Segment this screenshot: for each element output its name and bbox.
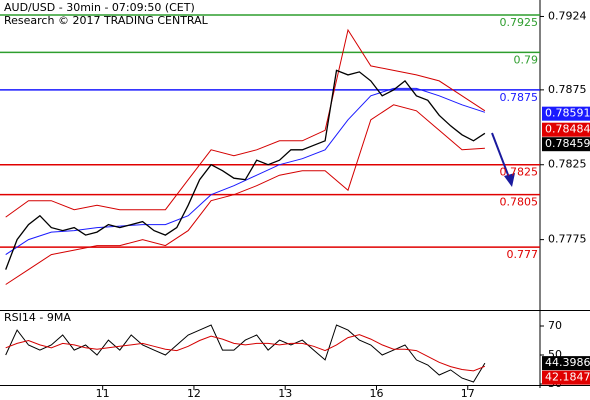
indicator-line	[5, 334, 486, 372]
x-tick-label: 11	[96, 387, 110, 400]
x-tick-label: 12	[187, 387, 201, 400]
price-tag	[542, 137, 590, 152]
price-tag-label: 0.78484	[545, 123, 590, 136]
level-label: 0.7825	[500, 166, 539, 179]
y-tick-label: 0.7825	[548, 158, 587, 171]
overlay-line	[5, 104, 485, 285]
indicator-line	[5, 324, 486, 383]
price-tag	[542, 356, 590, 371]
overlay-line	[5, 28, 486, 218]
plot-area	[0, 14, 540, 383]
y-tick-label: 0.7875	[548, 83, 587, 96]
chart-title: AUD/USD - 30min - 07:09:50 (CET)	[4, 1, 195, 14]
forecast-arrow	[491, 132, 511, 181]
y-tick-label: 0.7775	[548, 233, 587, 246]
price-tag-label: 42.1847	[545, 371, 590, 384]
forecast-arrow-head	[504, 173, 515, 187]
level-label: 0.7875	[500, 91, 539, 104]
price-line	[5, 69, 486, 270]
price-tag	[542, 370, 590, 385]
chart-subtitle: Research © 2017 TRADING CENTRAL	[4, 14, 209, 27]
x-tick-label: 16	[369, 387, 383, 400]
price-tag-label: 44.3986	[545, 356, 590, 369]
price-tag	[542, 106, 590, 121]
x-tick-label: 17	[461, 387, 475, 400]
overlay-line	[5, 87, 486, 256]
level-label: 0.7805	[500, 196, 539, 209]
x-tick-label: 13	[278, 387, 292, 400]
price-tag	[542, 122, 590, 137]
level-label: 0.777	[507, 248, 539, 261]
price-tag-label: 0.78459	[545, 137, 590, 150]
level-label: 0.7925	[500, 16, 539, 29]
indicator-y-tick-label: 70	[548, 319, 562, 332]
level-label: 0.79	[514, 53, 539, 66]
price-tag-label: 0.78591	[545, 107, 590, 120]
y-tick-label: 0.7924	[548, 9, 587, 22]
indicator-label: RSI14 - 9MA	[4, 311, 71, 324]
